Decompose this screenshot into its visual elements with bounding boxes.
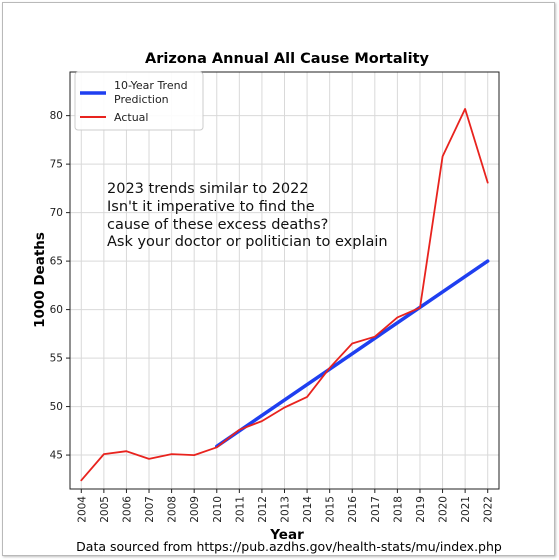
y-tick-label: 80 [50,110,63,122]
y-ticks: 45 50 55 60 65 70 75 80 [50,110,70,462]
x-tick-label: 2012 [257,496,269,523]
x-tick-label: 2018 [392,496,404,523]
annotation-line-2: Isn't it imperative to find the [107,199,315,215]
x-tick-label: 2021 [460,496,472,523]
legend-box [74,71,204,131]
y-tick-label: 70 [50,207,63,219]
y-tick-label: 45 [50,450,63,462]
series-line-actual [80,108,489,482]
legend-trend-label-line-2: Prediction [114,93,169,106]
data-source-note: Data sourced from https://pub.azdhs.gov/… [76,539,502,554]
x-axis-label: Year [269,527,304,543]
x-tick-label: 2007 [144,496,156,523]
x-tick-label: 2008 [167,496,179,523]
annotation-line-4: Ask your doctor or politician to explain [107,234,388,250]
x-tick-label: 2022 [483,496,495,523]
image-frame [2,2,555,556]
chart-title: Arizona Annual All Cause Mortality [145,51,429,67]
x-tick-label: 2006 [121,496,133,523]
annotation-line-1: 2023 trends similar to 2022 [107,181,309,197]
x-tick-label: 2004 [76,496,88,523]
series-line-trend [215,259,490,449]
grid [70,72,499,489]
x-tick-label: 2011 [234,496,246,523]
x-tick-label: 2020 [438,496,450,523]
y-tick-label: 65 [50,256,63,268]
x-ticks: 2004 2005 2006 2007 2008 2009 2010 2011 2012 2013… [76,489,495,523]
x-tick-label: 2017 [370,496,382,523]
y-axis-label: 1000 Deaths [32,232,48,328]
legend-trend-label-line-1: 10-Year Trend [114,79,188,92]
x-tick-label: 2015 [325,496,337,523]
series [80,108,490,482]
y-tick-label: 50 [50,401,63,413]
legend: 10-Year Trend Prediction Actual [74,71,204,131]
x-tick-label: 2005 [99,496,111,523]
x-tick-label: 2016 [347,496,359,523]
annotation-line-3: cause of these excess deaths? [107,217,328,233]
legend-actual-label: Actual [114,111,148,124]
x-tick-label: 2019 [415,496,427,523]
x-tick-label: 2014 [302,496,314,523]
x-tick-label: 2010 [212,496,224,523]
x-tick-label: 2009 [189,496,201,523]
y-tick-label: 75 [50,159,63,171]
x-tick-label: 2013 [280,496,292,523]
y-tick-label: 55 [50,353,63,365]
y-tick-label: 60 [50,304,63,316]
